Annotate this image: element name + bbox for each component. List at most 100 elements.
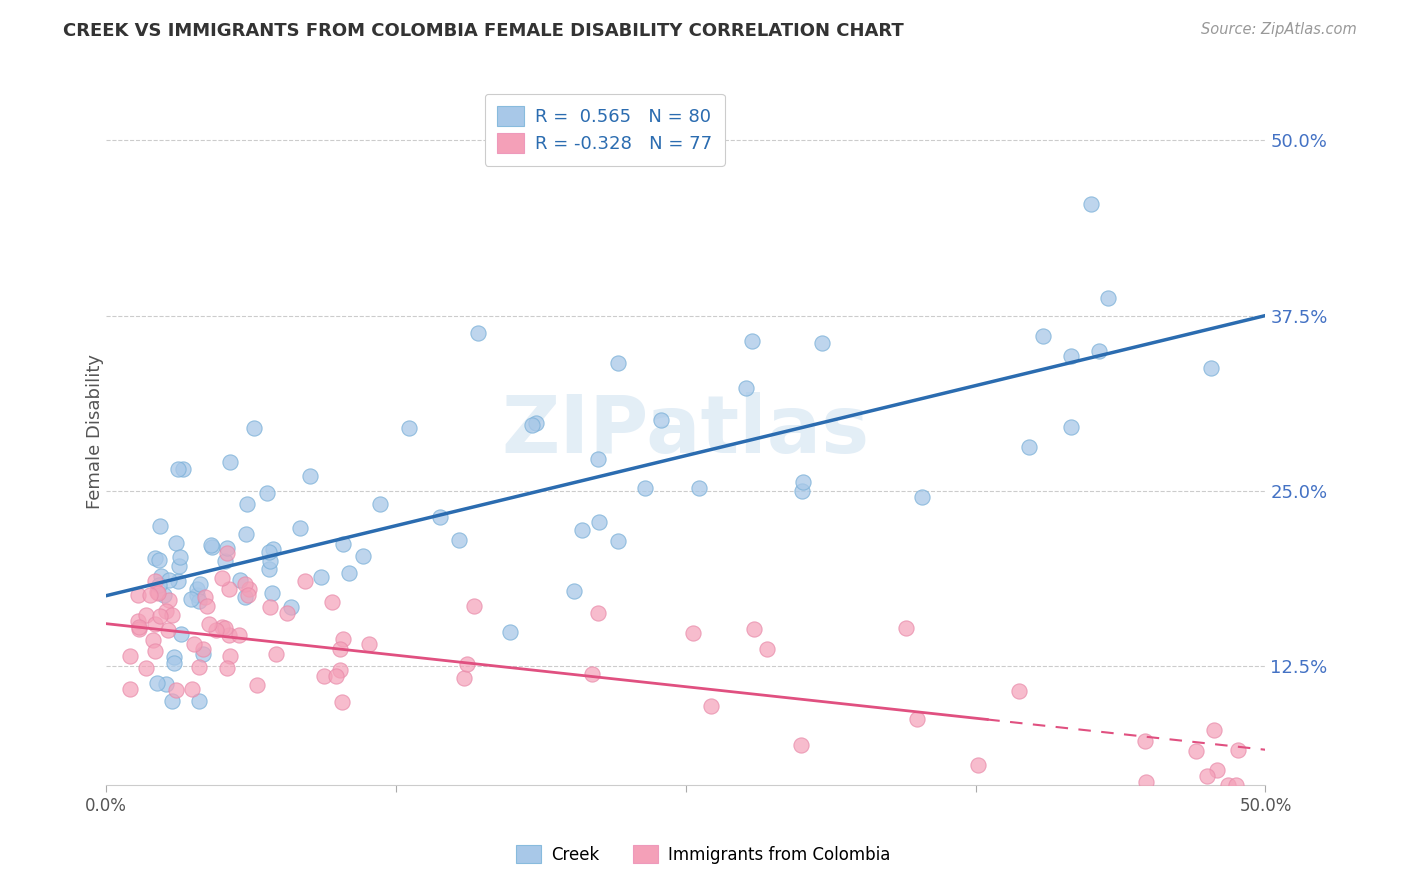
Point [456,657,478,671]
Point [398,420,420,434]
Y-axis label: Female Disability: Female Disability [86,353,104,508]
Point [167,558,190,573]
Point [236,497,259,511]
Point [186,588,208,602]
Point [215,546,238,560]
Legend: Creek, Immigrants from Colombia: Creek, Immigrants from Colombia [509,838,897,871]
Point [229,573,252,587]
Point [337,566,360,581]
Point [218,628,240,642]
Point [332,632,354,646]
Point [191,647,214,661]
Point [792,475,814,490]
Point [1097,291,1119,305]
Point [246,677,269,691]
Point [607,534,630,549]
Point [146,585,169,599]
Point [1216,778,1239,792]
Point [155,677,177,691]
Point [467,326,489,341]
Point [157,573,180,587]
Point [1225,778,1247,792]
Point [118,681,141,696]
Point [205,623,228,637]
Point [153,588,176,602]
Point [233,577,256,591]
Point [228,628,250,642]
Point [214,622,236,636]
Point [370,497,392,511]
Point [143,574,166,588]
Text: CREEK VS IMMIGRANTS FROM COLOMBIA FEMALE DISABILITY CORRELATION CHART: CREEK VS IMMIGRANTS FROM COLOMBIA FEMALE… [63,22,904,40]
Point [165,535,187,549]
Point [188,660,211,674]
Point [1199,361,1222,376]
Point [1059,420,1081,434]
Point [571,523,593,537]
Point [905,712,928,726]
Point [217,661,239,675]
Point [634,481,657,495]
Point [193,590,215,604]
Point [233,591,256,605]
Point [312,668,335,682]
Point [562,584,585,599]
Point [157,593,180,607]
Point [238,588,260,602]
Point [586,606,609,620]
Point [120,649,142,664]
Point [260,586,283,600]
Point [1135,775,1157,789]
Point [330,695,353,709]
Point [148,578,170,592]
Point [172,462,194,476]
Point [160,608,183,623]
Point [894,622,917,636]
Point [325,668,347,682]
Point [329,641,352,656]
Point [1032,329,1054,343]
Point [259,554,281,568]
Point [257,562,280,576]
Point [790,738,813,752]
Point [198,616,221,631]
Point [429,510,451,524]
Point [811,335,834,350]
Point [744,622,766,636]
Point [1133,734,1156,748]
Point [142,633,165,648]
Point [1185,743,1208,757]
Point [1008,684,1031,698]
Point [146,585,169,599]
Point [966,758,988,772]
Point [165,682,187,697]
Point [163,649,186,664]
Point [741,334,763,349]
Point [169,549,191,564]
Point [143,617,166,632]
Point [214,554,236,568]
Point [463,599,485,613]
Point [219,455,242,469]
Point [186,582,208,597]
Point [262,541,284,556]
Point [526,417,548,431]
Point [352,549,374,564]
Point [607,356,630,370]
Point [211,571,233,585]
Point [127,614,149,628]
Point [911,490,934,504]
Point [215,541,238,556]
Point [682,626,704,640]
Point [1018,440,1040,454]
Point [1197,769,1219,783]
Point [148,553,170,567]
Point [187,593,209,607]
Point [650,413,672,427]
Point [321,594,343,608]
Point [586,451,609,466]
Point [149,609,172,624]
Point [453,671,475,685]
Point [238,582,260,596]
Point [170,627,193,641]
